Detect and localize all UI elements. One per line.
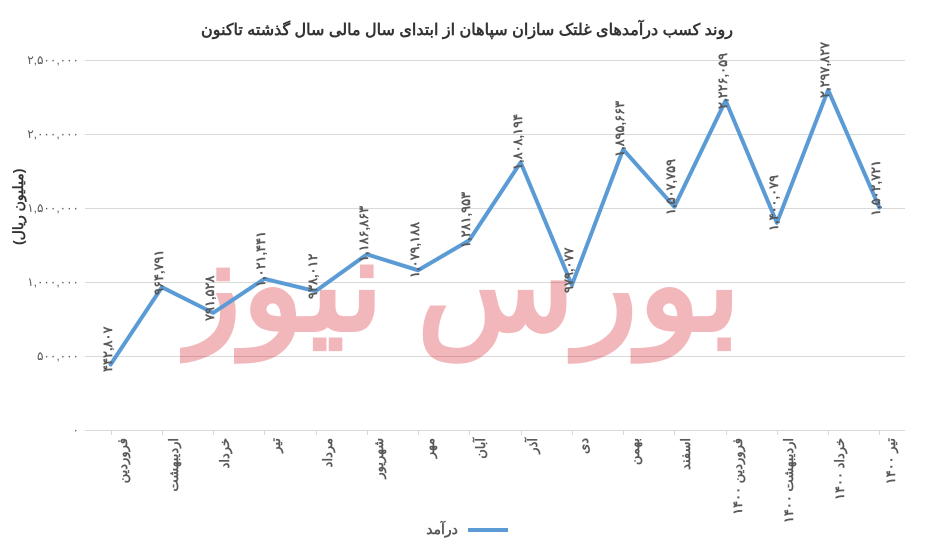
x-tick-label: فروردین ۱۴۰۰ [730,438,746,515]
x-tick-label: تیر ۱۴۰۰ [883,438,899,484]
data-label: ۱,۸۹۵,۶۶۳ [612,101,628,157]
x-tick-label: خرداد ۱۴۰۰ [832,438,848,500]
y-tick-label: ۵۰۰,۰۰۰ [37,349,79,363]
chart-title: روند کسب درآمدهای غلتک سازان سپاهان از ا… [0,20,934,40]
gridline [85,430,905,431]
x-tick-mark [572,430,573,435]
y-axis-title: (میلیون ریال) [10,169,27,245]
x-tick-mark [469,430,470,435]
x-tick-label: شهریور [371,438,387,479]
legend-label: درآمد [426,521,458,537]
x-tick-label: دی [576,438,592,454]
x-tick-mark [726,430,727,435]
y-tick-label: ۲,۰۰۰,۰۰۰ [27,127,79,141]
chart-container: روند کسب درآمدهای غلتک سازان سپاهان از ا… [0,0,934,546]
data-label: ۱,۴۰۰,۰۷۹ [766,175,782,231]
data-label: ۱,۸۰۸,۱۹۴ [510,114,526,170]
x-tick-label: آذر [525,438,541,454]
x-tick-mark [264,430,265,435]
y-tick-label: ۱,۰۰۰,۰۰۰ [27,275,79,289]
data-label: ۱,۵۰۲,۷۲۱ [868,159,884,215]
x-tick-label: مهر [422,438,438,458]
data-label: ۲,۲۲۶,۰۵۹ [715,52,731,108]
x-tick-mark [213,430,214,435]
x-tick-label: فروردین [115,438,131,483]
x-tick-label: اردیبهشت ۱۴۰۰ [781,438,797,523]
y-tick-label: ۰ [73,423,79,437]
data-label: ۱,۰۲۱,۴۴۱ [253,231,269,287]
data-label: ۹۶۴,۷۹۱ [151,250,167,296]
chart-line [85,60,905,430]
x-tick-label: اسفند [678,438,694,470]
x-tick-mark [316,430,317,435]
x-tick-mark [111,430,112,435]
x-tick-mark [828,430,829,435]
x-tick-mark [879,430,880,435]
x-tick-mark [521,430,522,435]
y-tick-label: ۲,۵۰۰,۰۰۰ [27,53,79,67]
x-tick-label: بهمن [627,438,643,465]
data-label: ۲,۲۹۷,۸۲۷ [817,42,833,98]
x-tick-label: تیر [268,438,284,453]
data-label: ۷۹۱,۵۲۸ [202,275,218,321]
x-tick-mark [162,430,163,435]
x-tick-mark [367,430,368,435]
data-label: ۱,۰۷۹,۱۸۸ [407,222,423,278]
x-tick-label: آبان [473,438,489,459]
x-tick-mark [623,430,624,435]
x-tick-mark [418,430,419,435]
data-label: ۱,۵۰۷,۷۵۹ [663,159,679,215]
data-label: ۹۳۸,۰۱۲ [305,254,321,300]
x-tick-mark [777,430,778,435]
x-tick-label: اردیبهشت [166,438,182,492]
data-label: ۱,۱۸۶,۸۶۳ [356,206,372,262]
data-label: ۹۷۹,۰۷۷ [561,248,577,294]
data-label: ۱,۲۸۱,۹۵۳ [458,192,474,248]
legend-swatch [468,528,508,532]
y-tick-label: ۱,۵۰۰,۰۰۰ [27,201,79,215]
x-tick-label: مرداد [320,438,336,467]
x-tick-label: خرداد [217,438,233,468]
data-label: ۴۴۲,۸۰۷ [100,327,116,373]
x-tick-mark [674,430,675,435]
legend: درآمد [0,521,934,538]
